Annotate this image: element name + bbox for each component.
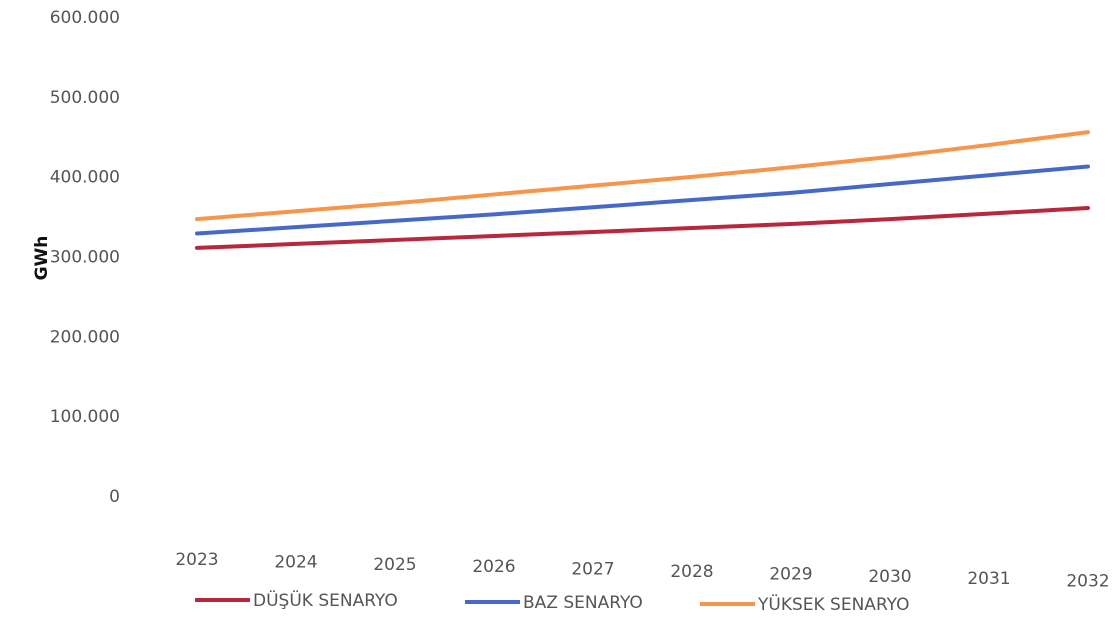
series-line	[195, 164, 1090, 236]
x-tick-label: 2028	[670, 562, 713, 582]
x-tick-label: 2025	[373, 555, 416, 575]
y-tick-label: 300.000	[50, 248, 120, 268]
y-tick-label: 500.000	[50, 88, 120, 108]
x-tick-label: 2027	[571, 560, 614, 580]
x-tick-label: 2023	[175, 550, 218, 570]
y-tick-label: 0	[109, 487, 120, 507]
x-tick-label: 2030	[868, 567, 911, 587]
y-axis-label: GWh	[32, 236, 52, 281]
series-line	[195, 206, 1090, 250]
y-tick-label: 400.000	[50, 168, 120, 188]
legend-label: BAZ SENARYO	[523, 593, 643, 613]
y-tick-label: 200.000	[50, 327, 120, 347]
legend-label: DÜŞÜK SENARYO	[253, 589, 398, 611]
legend-label: YÜKSEK SENARYO	[757, 593, 910, 615]
series-line	[195, 130, 1090, 222]
y-tick-label: 100.000	[50, 407, 120, 427]
x-tick-label: 2026	[472, 557, 515, 577]
x-tick-label: 2024	[274, 552, 317, 572]
x-tick-label: 2031	[967, 569, 1010, 589]
y-tick-label: 600.000	[50, 8, 120, 28]
x-tick-label: 2029	[769, 564, 812, 584]
x-tick-label: 2032	[1066, 572, 1109, 592]
